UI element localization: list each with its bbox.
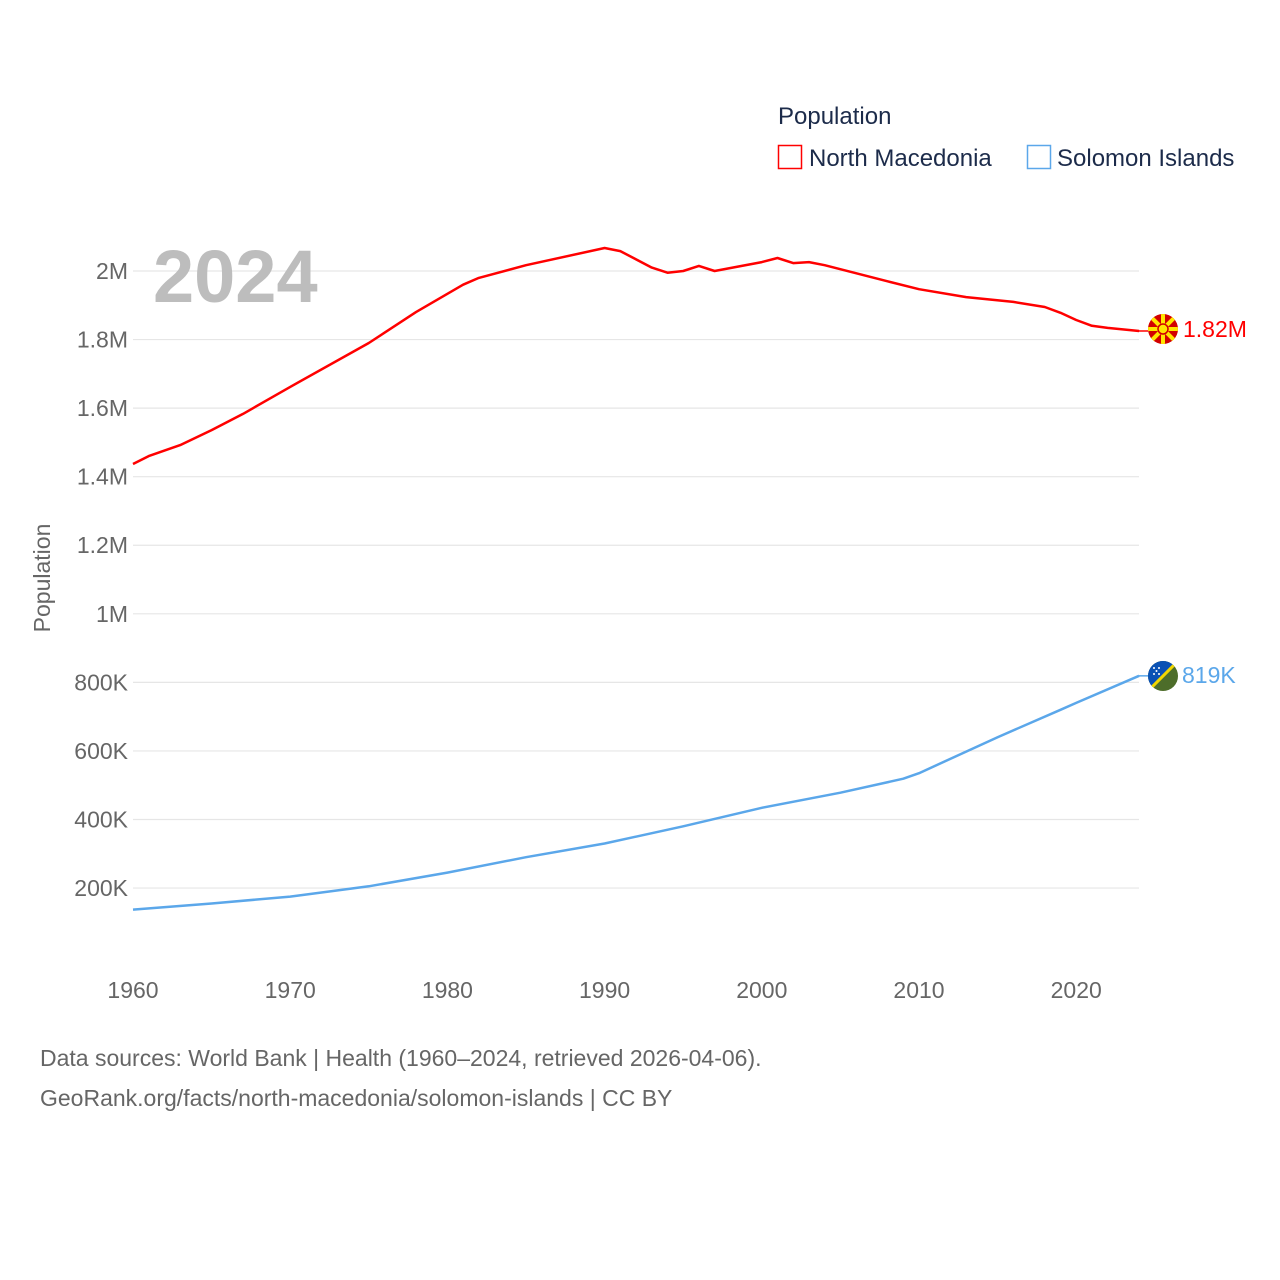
series-line-solomon-islands: [132, 674, 1140, 911]
north-macedonia-end-label: 1.82M: [1183, 316, 1247, 342]
series-lines: [132, 246, 1148, 911]
y-tick-label: 2M: [96, 258, 128, 284]
x-tick-label: 2010: [893, 977, 944, 1003]
legend-label: North Macedonia: [809, 145, 992, 172]
y-axis-label: Population: [29, 524, 55, 633]
footer-sources: Data sources: World Bank | Health (1960–…: [40, 1045, 762, 1071]
year-watermark: 2024: [153, 235, 318, 318]
x-tick-label: 2020: [1051, 977, 1102, 1003]
y-tick-label: 1.8M: [77, 327, 128, 353]
legend-item-north-macedonia[interactable]: North Macedonia: [777, 144, 993, 172]
x-axis-ticks: 1960 1970 1980 1990 2000 2010 2020: [107, 977, 1101, 1003]
legend-title: Population: [778, 103, 891, 130]
legend-label: Solomon Islands: [1057, 145, 1234, 172]
y-tick-label: 1M: [96, 601, 128, 627]
y-tick-label: 1.6M: [77, 395, 128, 421]
y-tick-label: 400K: [74, 806, 128, 832]
solomon-islands-flag-icon: [1148, 661, 1178, 691]
gridlines: [133, 270, 1139, 889]
legend-swatch: [777, 144, 803, 170]
y-tick-label: 600K: [74, 738, 128, 764]
legend-swatch: [1026, 144, 1052, 170]
legend: Population North Macedonia Solomon Islan…: [777, 103, 1235, 172]
x-tick-label: 1970: [265, 977, 316, 1003]
y-tick-label: 1.2M: [77, 532, 128, 558]
north-macedonia-flag-icon: [1148, 314, 1178, 344]
solomon-islands-end-label: 819K: [1182, 662, 1236, 688]
y-tick-label: 200K: [74, 875, 128, 901]
x-tick-label: 1960: [107, 977, 158, 1003]
legend-item-solomon-islands[interactable]: Solomon Islands: [1026, 144, 1235, 172]
series-line-north-macedonia: [132, 246, 1140, 466]
y-axis-ticks: 200K 400K 600K 800K 1M 1.2M 1.4M 1.6M 1.8M 2M: [74, 258, 128, 901]
x-tick-label: 2000: [736, 977, 787, 1003]
x-tick-label: 1990: [579, 977, 630, 1003]
y-tick-label: 1.4M: [77, 464, 128, 490]
x-tick-label: 1980: [422, 977, 473, 1003]
footer-attribution[interactable]: GeoRank.org/facts/north-macedonia/solomo…: [40, 1085, 673, 1111]
y-tick-label: 800K: [74, 669, 128, 695]
